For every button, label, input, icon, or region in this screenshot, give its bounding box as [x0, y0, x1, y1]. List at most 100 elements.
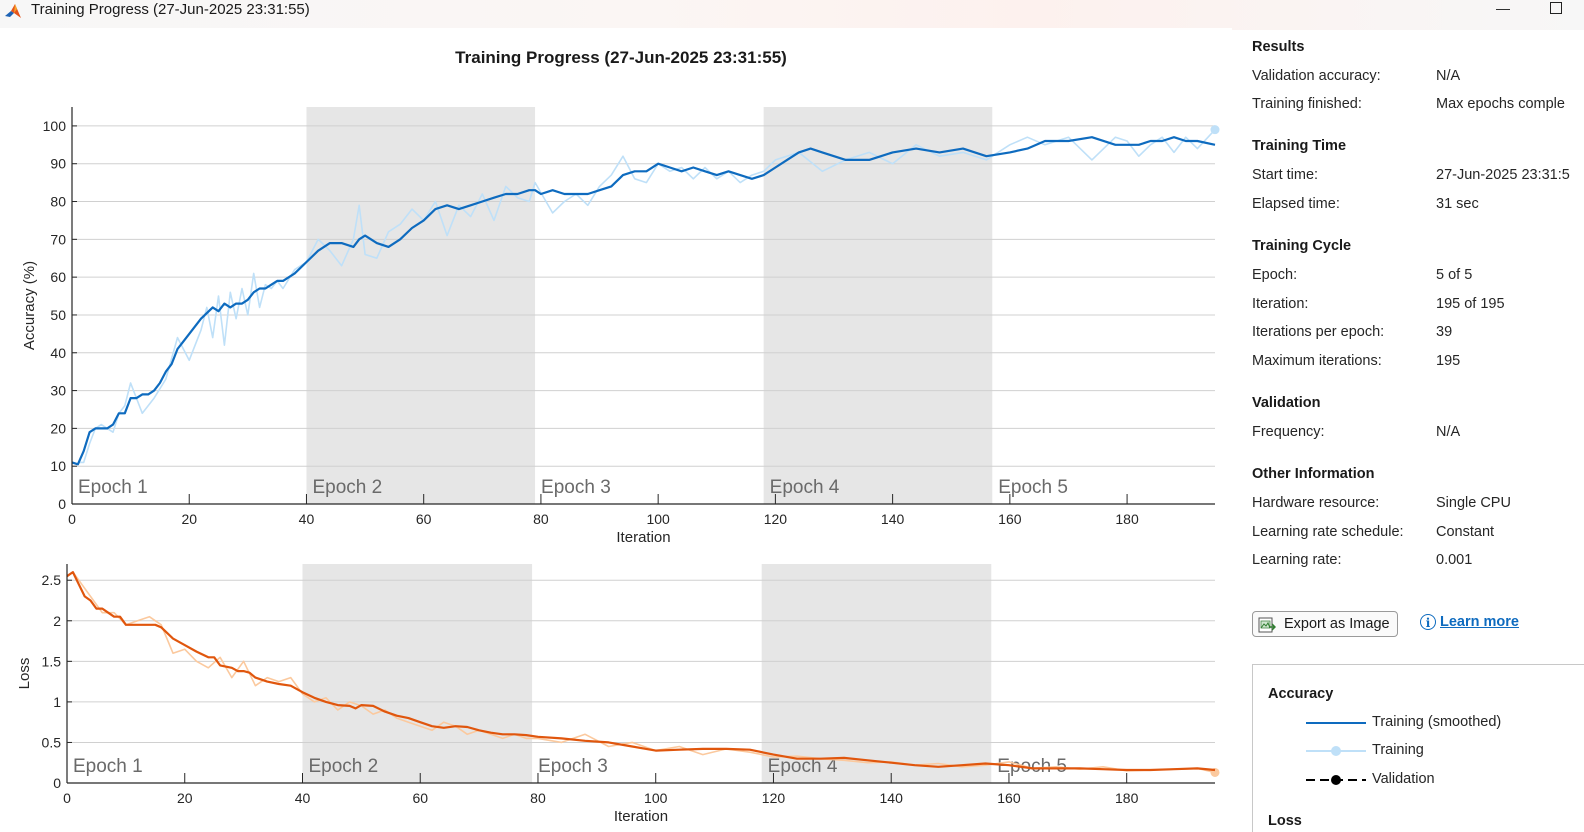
training-line	[77, 129, 1216, 464]
accuracy-plot: Epoch 1 Epoch 2 Epoch 3 Epoch 4 Epoch 5 0 10 20…	[21, 107, 1220, 546]
y-tick-label: 100	[43, 118, 67, 134]
hardware-resource-value: Single CPU	[1436, 495, 1511, 511]
legend-entry-training: Training	[1305, 741, 1584, 761]
legend-entry-validation: Validation	[1305, 770, 1584, 790]
x-tick-label: 120	[764, 511, 788, 527]
epoch-value: 5 of 5	[1436, 267, 1473, 283]
epoch-label-2: Epoch 2	[308, 756, 378, 777]
legend-label-validation: Validation	[1372, 771, 1435, 787]
y-tick-label: 2	[53, 613, 61, 629]
x-tick-label: 160	[998, 511, 1022, 527]
legend-label-training: Training	[1372, 742, 1424, 758]
epoch-label-3: Epoch 3	[541, 477, 611, 498]
learning-rate-schedule-value: Constant	[1436, 524, 1495, 540]
training-finished-label: Training finished:	[1252, 96, 1362, 112]
epoch-band-4	[763, 107, 993, 504]
window-title-bar: Training Progress (27-Jun-2025 23:31:55)…	[0, 0, 1584, 30]
x-tick-label: 140	[880, 790, 904, 806]
training-smoothed-line	[66, 570, 1216, 772]
x-tick-label: 140	[881, 511, 905, 527]
iterations-per-epoch-label: Iterations per epoch:	[1252, 324, 1385, 340]
epoch-label-4: Epoch 4	[768, 756, 838, 777]
x-tick-label: 20	[181, 511, 197, 527]
y-tick-label: 30	[50, 383, 66, 399]
training-finished-value: Max epochs comple	[1436, 96, 1565, 112]
x-tick-label: 40	[295, 790, 311, 806]
learn-more-link[interactable]: i Learn more	[1420, 614, 1519, 631]
legend-swatch-validation	[1306, 775, 1366, 785]
training-time-heading: Training Time	[1252, 138, 1347, 154]
x-tick-label: 100	[644, 790, 668, 806]
x-tick-label: 180	[1115, 790, 1139, 806]
plot-area: Training Progress (27-Jun-2025 23:31:55)…	[0, 28, 1232, 832]
y-tick-label: 40	[50, 345, 66, 361]
x-tick-label: 100	[646, 511, 670, 527]
y-tick-label: 0	[53, 775, 61, 791]
training-last-point	[1210, 125, 1220, 135]
training-smoothed-line	[71, 136, 1216, 466]
start-time-value: 27-Jun-2025 23:31:5	[1436, 167, 1570, 183]
minimize-button[interactable]: —	[1488, 0, 1518, 20]
matlab-logo-icon	[5, 4, 21, 18]
info-icon: i	[1420, 614, 1436, 631]
x-axis-label: Iteration	[614, 808, 668, 825]
epoch-band-2	[306, 107, 536, 504]
x-tick-label: 80	[533, 511, 549, 527]
maximize-button[interactable]	[1541, 0, 1571, 20]
y-tick-label: 10	[50, 458, 66, 474]
validation-heading: Validation	[1252, 395, 1321, 411]
training-cycle-heading: Training Cycle	[1252, 238, 1352, 254]
validation-accuracy-value: N/A	[1436, 68, 1461, 84]
x-tick-label: 180	[1115, 511, 1139, 527]
y-tick-label: 70	[50, 231, 66, 247]
x-tick-label: 160	[997, 790, 1021, 806]
other-information-heading: Other Information	[1252, 466, 1375, 482]
x-tick-label: 40	[299, 511, 315, 527]
learning-rate-value: 0.001	[1436, 552, 1473, 568]
x-tick-label: 80	[530, 790, 546, 806]
epoch-label: Epoch:	[1252, 267, 1298, 283]
x-tick-label: 0	[63, 790, 71, 806]
frequency-label: Frequency:	[1252, 424, 1325, 440]
y-tick-label: 2.5	[42, 572, 62, 588]
y-axis-label: Accuracy (%)	[21, 261, 38, 350]
epoch-band-2	[302, 564, 533, 783]
export-as-image-label: Export as Image	[1284, 616, 1390, 632]
y-tick-label: 60	[50, 269, 66, 285]
y-tick-label: 1.5	[42, 653, 62, 669]
hardware-resource-label: Hardware resource:	[1252, 495, 1380, 511]
maximum-iterations-label: Maximum iterations:	[1252, 353, 1382, 369]
y-tick-label: 50	[50, 307, 66, 323]
epoch-label-5: Epoch 5	[998, 477, 1068, 498]
epoch-label-3: Epoch 3	[538, 756, 608, 777]
y-tick-label: 1	[53, 694, 61, 710]
training-progress-charts: Training Progress (27-Jun-2025 23:31:55)…	[16, 48, 1220, 825]
epoch-label-2: Epoch 2	[312, 477, 382, 498]
frequency-value: N/A	[1436, 424, 1461, 440]
start-time-label: Start time:	[1252, 167, 1319, 183]
y-axis-label: Loss	[16, 658, 33, 690]
legend-loss-heading: Loss	[1268, 813, 1302, 829]
loss-plot: Epoch 1 Epoch 2 Epoch 3 Epoch 4 Epoch 5 0 0.5 1…	[16, 564, 1220, 825]
y-tick-label: 90	[50, 156, 66, 172]
y-tick-label: 80	[50, 194, 66, 210]
legend-swatch-training	[1306, 746, 1366, 756]
elapsed-time-label: Elapsed time:	[1252, 196, 1340, 212]
maximum-iterations-value: 195	[1436, 353, 1461, 369]
x-tick-label: 60	[416, 511, 432, 527]
legend-swatch-training-smoothed	[1306, 722, 1366, 724]
validation-accuracy-label: Validation accuracy:	[1252, 68, 1381, 84]
learning-rate-schedule-label: Learning rate schedule:	[1252, 524, 1404, 540]
legend-entry-training-smoothed: Training (smoothed)	[1305, 713, 1584, 733]
training-info-panel: Results Validation accuracy: N/A Trainin…	[1252, 28, 1584, 832]
x-tick-label: 120	[762, 790, 786, 806]
iteration-value: 195 of 195	[1436, 296, 1505, 312]
elapsed-time-value: 31 sec	[1436, 196, 1479, 212]
legend-accuracy-heading: Accuracy	[1268, 686, 1334, 702]
export-as-image-button[interactable]: Export as Image	[1252, 611, 1398, 637]
x-tick-label: 60	[412, 790, 428, 806]
maximize-icon	[1550, 2, 1562, 14]
epoch-label-5: Epoch 5	[997, 756, 1067, 777]
iteration-label: Iteration:	[1252, 296, 1309, 312]
minimize-icon: —	[1496, 0, 1510, 16]
